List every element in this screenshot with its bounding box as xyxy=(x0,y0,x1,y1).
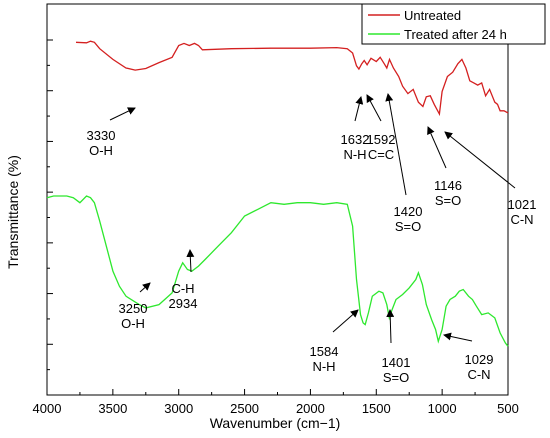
annotation-arrow xyxy=(186,249,195,273)
legend-box xyxy=(361,3,546,45)
annotation-arrow xyxy=(443,332,473,342)
annotation-arrow xyxy=(386,309,395,344)
annotation-sublabel: C-N xyxy=(467,367,490,382)
annotation-sublabel: O-H xyxy=(121,316,145,331)
annotation-label: 3250 xyxy=(119,301,148,316)
annotation-label: 1146 xyxy=(434,178,462,193)
annotation-label: 1592 xyxy=(367,132,396,147)
annotation-label: 1632 xyxy=(341,132,370,147)
x-tick-label: 2000 xyxy=(296,401,325,416)
annotation-sublabel: O-H xyxy=(89,143,113,158)
series-line-1 xyxy=(75,40,509,117)
annotation-label: C-H xyxy=(171,281,194,296)
annotation-arrow xyxy=(332,309,359,333)
x-axis-title: Wavenumber (cm−1) xyxy=(210,415,341,431)
series-line-2 xyxy=(46,195,509,347)
x-tick-label: 3000 xyxy=(164,401,193,416)
annotation-arrow xyxy=(427,126,447,169)
annotation-sublabel: S=O xyxy=(435,193,461,208)
annotation-label: 1021 xyxy=(508,197,537,212)
y-axis-title: Transmittance (%) xyxy=(5,155,21,269)
annotation-arrow xyxy=(366,94,382,122)
legend-label: Treated after 24 h xyxy=(404,27,507,42)
annotation-sublabel: N-H xyxy=(312,359,335,374)
annotation-sublabel: S=O xyxy=(383,370,409,385)
annotation-arrow xyxy=(354,96,364,122)
annotation-label: 3330 xyxy=(87,128,116,143)
annotation-sublabel: C-N xyxy=(510,212,533,227)
annotation-arrow xyxy=(385,93,407,196)
annotation-sublabel: C=C xyxy=(368,147,394,162)
annotation-sublabel: S=O xyxy=(395,219,421,234)
legend-label: Untreated xyxy=(404,8,461,23)
x-tick-label: 2500 xyxy=(230,401,259,416)
x-tick-label: 4000 xyxy=(33,401,62,416)
annotation-label: 1401 xyxy=(382,355,411,370)
x-tick-label: 500 xyxy=(497,401,519,416)
annotation-arrow xyxy=(444,131,516,189)
annotation-sublabel: N-H xyxy=(343,147,366,162)
annotation-arrow xyxy=(109,107,136,121)
x-tick-label: 3500 xyxy=(98,401,127,416)
x-tick-label: 1500 xyxy=(362,401,391,416)
annotation-label: 1029 xyxy=(465,352,494,367)
annotation-label: 1420 xyxy=(394,204,423,219)
annotation-sublabel: 2934 xyxy=(169,296,198,311)
annotation-label: 1584 xyxy=(310,344,339,359)
annotation-arrow xyxy=(139,282,151,293)
x-tick-label: 1000 xyxy=(428,401,457,416)
